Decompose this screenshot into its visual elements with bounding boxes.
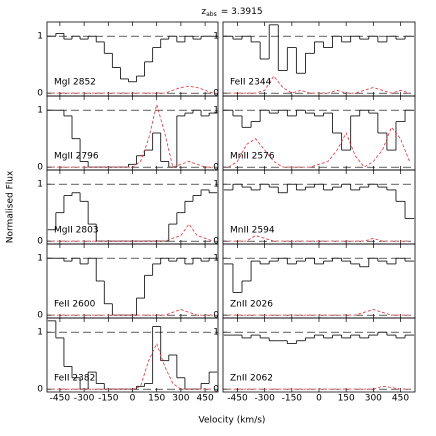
x-tick-label: 300 — [365, 394, 382, 404]
x-tick-label: 300 — [172, 394, 189, 404]
x-tick-label: 150 — [148, 394, 165, 404]
y-tick-label: 1 — [37, 254, 43, 264]
panel-label: MgI 2852 — [54, 78, 96, 88]
y-tick-label: 0 — [213, 237, 219, 247]
y-tick-label: 1 — [213, 180, 219, 190]
y-tick-label: 0 — [37, 385, 43, 395]
y-tick-label: 0 — [37, 89, 43, 99]
x-axis-label: Velocity (km/s) — [199, 416, 266, 426]
x-tick-label: 0 — [316, 394, 322, 404]
error-curve — [51, 223, 214, 242]
y-tick-label: 0 — [37, 237, 43, 247]
panel-label: MnII 2594 — [230, 226, 275, 236]
panel-frame — [222, 317, 416, 393]
error-curve — [228, 75, 410, 94]
figure-title: zabs = 3.3915 — [201, 7, 262, 18]
title-subscript: abs — [206, 11, 217, 18]
panel-label: MgII 2803 — [54, 226, 99, 236]
error-curve — [228, 309, 410, 316]
y-axis-label: Normalised Flux — [6, 170, 16, 243]
x-tick-label: 0 — [130, 394, 136, 404]
x-tick-label: 450 — [392, 394, 409, 404]
error-curve — [228, 126, 410, 168]
error-curve — [228, 235, 410, 242]
y-tick-label: 0 — [213, 89, 219, 99]
y-tick-label: 0 — [213, 163, 219, 173]
y-tick-label: 1 — [213, 106, 219, 116]
panel-frame — [46, 317, 219, 393]
x-tick-label: -300 — [74, 394, 95, 404]
y-tick-label: 1 — [213, 32, 219, 42]
panel-label: MnII 2576 — [230, 152, 275, 162]
x-tick-label: -450 — [227, 394, 248, 404]
panel-label: ZnII 2026 — [230, 300, 273, 310]
x-tick-label: 150 — [338, 394, 355, 404]
y-tick-label: 1 — [37, 180, 43, 190]
error-curve — [51, 102, 214, 168]
error-curve — [51, 85, 214, 94]
y-tick-label: 1 — [213, 254, 219, 264]
y-tick-label: 0 — [37, 311, 43, 321]
y-tick-label: 1 — [37, 328, 43, 338]
error-curve — [51, 342, 214, 390]
panel-label: FeII 2344 — [230, 78, 272, 88]
error-curve — [51, 309, 214, 316]
x-tick-label: -300 — [254, 394, 275, 404]
x-tick-label: 450 — [197, 394, 214, 404]
y-tick-label: 0 — [213, 311, 219, 321]
y-tick-label: 1 — [37, 32, 43, 42]
y-tick-label: 1 — [213, 328, 219, 338]
y-tick-label: 0 — [37, 163, 43, 173]
panel-label: FeII 2600 — [54, 300, 96, 310]
x-tick-label: -150 — [282, 394, 303, 404]
y-tick-label: 0 — [213, 385, 219, 395]
x-tick-label: -450 — [50, 394, 71, 404]
panel-label: FeII 2382 — [54, 374, 95, 384]
y-tick-label: 1 — [37, 106, 43, 116]
title-symbol: z — [201, 7, 206, 17]
error-curve — [228, 385, 410, 390]
x-tick-label: -150 — [98, 394, 119, 404]
panel-label: MgII 2796 — [54, 152, 99, 162]
title-text: = 3.3915 — [221, 7, 263, 17]
panel-label: ZnII 2062 — [230, 374, 273, 384]
